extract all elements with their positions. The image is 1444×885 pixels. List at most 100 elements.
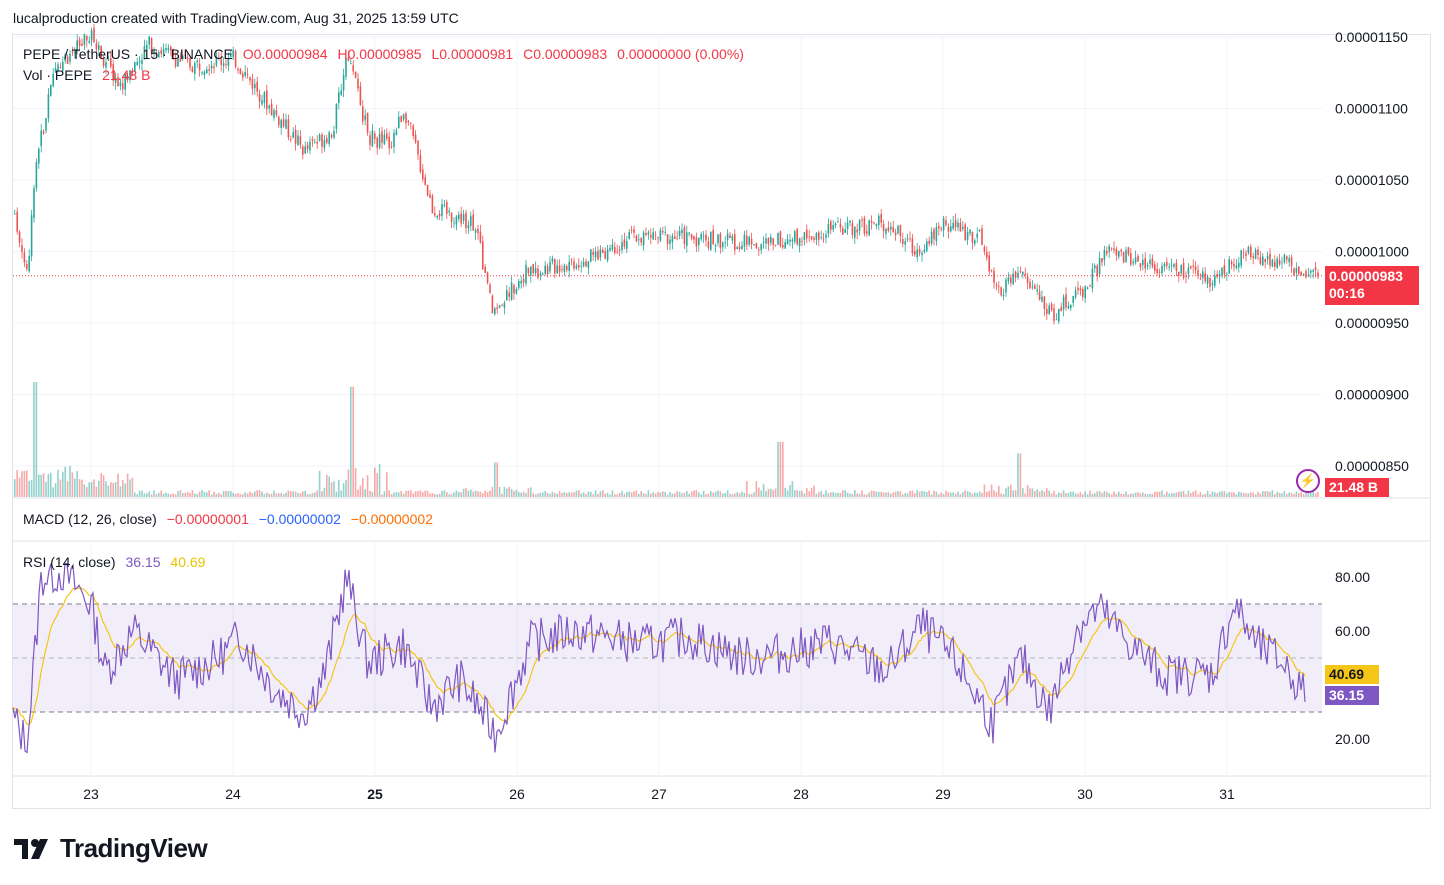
candle-body — [160, 50, 162, 54]
price-tick-label: 0.00000850 — [1335, 458, 1409, 474]
symbol-legend[interactable]: PEPE / TetherUS · 15 · BINANCE O0.000009… — [23, 46, 750, 62]
lightning-icon[interactable]: ⚡ — [1296, 469, 1320, 493]
volume-bar — [88, 482, 90, 497]
volume-bar — [1190, 493, 1192, 497]
candle-body — [1058, 308, 1060, 322]
volume-bar — [897, 491, 899, 497]
candle-body — [390, 146, 393, 148]
candle-body — [69, 53, 71, 62]
candle-body — [1060, 307, 1062, 312]
volume-bar — [462, 488, 465, 497]
volume-bar — [1175, 492, 1178, 497]
candle-body — [364, 115, 366, 120]
volume-bar — [1257, 491, 1259, 497]
volume-bar — [520, 492, 522, 497]
volume-bar — [134, 492, 136, 497]
volume-bar — [990, 484, 993, 497]
volume-bar — [784, 487, 786, 497]
candle-body — [405, 113, 407, 124]
volume-bar — [369, 490, 371, 497]
volume-bar — [926, 491, 928, 497]
volume-bar — [414, 491, 417, 497]
volume-bar — [604, 493, 606, 497]
volume-bar — [150, 494, 153, 497]
volume-bar — [249, 491, 251, 497]
candle-body — [810, 236, 813, 240]
candle-body — [1281, 262, 1283, 264]
volume-bar — [1166, 491, 1168, 497]
volume-bar — [148, 491, 150, 497]
volume-bar — [1139, 493, 1142, 497]
volume-bar — [726, 490, 729, 497]
symbol-title[interactable]: PEPE / TetherUS · 15 · BINANCE — [23, 46, 233, 62]
candle-body — [1053, 308, 1055, 322]
rsi-label: RSI (14, close) — [23, 554, 116, 570]
candle-body — [479, 231, 482, 243]
candle-body — [448, 210, 450, 213]
volume-bar — [86, 487, 88, 497]
volume-bar — [669, 492, 671, 497]
volume-bar — [974, 492, 976, 497]
volume-bar — [95, 486, 98, 497]
volume-bar — [287, 490, 290, 497]
volume-bar — [165, 492, 167, 497]
volume-bar — [1199, 492, 1202, 497]
tradingview-logo[interactable]: TradingView — [14, 833, 208, 864]
volume-bar — [782, 441, 784, 497]
candle-body — [966, 232, 969, 240]
candle-body — [623, 239, 626, 247]
candle-body — [184, 55, 186, 56]
candle-body — [275, 110, 278, 115]
candle-body — [592, 251, 594, 255]
volume-bar — [203, 491, 206, 497]
volume-bar — [107, 485, 110, 497]
candle-body — [794, 231, 796, 242]
volume-bar — [714, 491, 717, 497]
volume-bar — [909, 490, 911, 497]
volume-bar — [162, 493, 165, 497]
rsi-legend[interactable]: RSI (14, close) 36.15 40.69 — [23, 554, 211, 570]
volume-bar — [242, 494, 244, 497]
candle-body — [1086, 287, 1089, 290]
volume-bar — [398, 492, 400, 497]
candle-body — [918, 249, 921, 254]
candle-body — [923, 249, 926, 252]
candle-body — [400, 116, 402, 122]
volume-bar — [1149, 493, 1151, 497]
volume-bar — [690, 491, 693, 497]
candle-body — [537, 268, 539, 278]
candle-body — [714, 245, 717, 247]
volume-bar — [1221, 491, 1223, 497]
candle-body — [693, 236, 695, 240]
volume-bar — [482, 493, 484, 497]
candle-body — [1017, 272, 1019, 278]
volume-bar — [359, 485, 362, 497]
candle-body — [580, 266, 582, 268]
volume-bar — [671, 493, 674, 497]
candle-body — [998, 286, 1000, 288]
candle-body — [218, 57, 220, 59]
volume-bar — [1226, 493, 1228, 497]
volume-bar — [335, 491, 338, 497]
volume-bar — [791, 481, 794, 497]
candle-body — [854, 226, 856, 238]
volume-bar — [623, 493, 626, 497]
volume-bar — [1017, 453, 1019, 497]
candle-body — [813, 237, 815, 240]
volume-bar — [1094, 493, 1096, 497]
candle-body — [974, 240, 976, 244]
volume-bar — [515, 489, 518, 497]
volume-bar — [621, 490, 623, 497]
candle-body — [254, 83, 256, 89]
volume-bar — [383, 491, 386, 497]
volume-bar — [527, 488, 530, 497]
macd-legend[interactable]: MACD (12, 26, close) −0.00000001 −0.0000… — [23, 511, 439, 527]
candle-body — [856, 229, 858, 233]
volume-bar — [801, 490, 803, 497]
volume-bar — [1192, 491, 1194, 497]
volume-bar — [1242, 492, 1245, 497]
volume-legend[interactable]: Vol · PEPE 21.48 B — [23, 67, 156, 83]
open-value: O0.00000984 — [242, 46, 328, 62]
volume-bar — [741, 491, 743, 497]
